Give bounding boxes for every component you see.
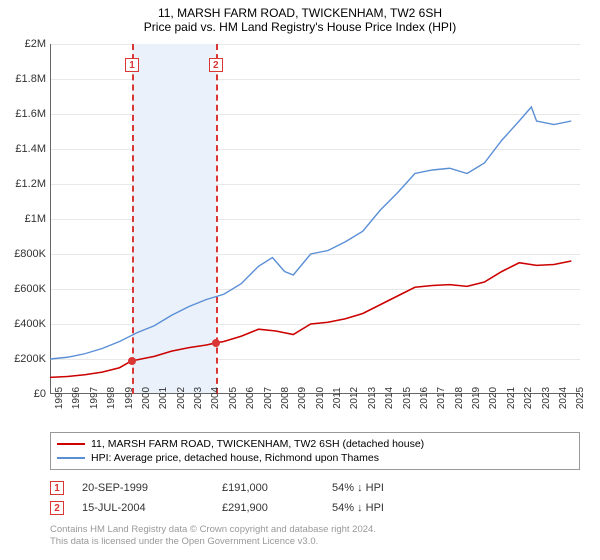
series-lines	[50, 44, 580, 394]
event-relative: 54% ↓ HPI	[332, 502, 452, 514]
footer-line-1: Contains HM Land Registry data © Crown c…	[50, 524, 580, 536]
event-date: 15-JUL-2004	[82, 502, 222, 514]
x-tick-label: 2004	[210, 387, 221, 409]
x-tick-label: 2014	[384, 387, 395, 409]
x-tick-label: 1999	[124, 387, 135, 409]
y-tick-label: £800K	[2, 248, 46, 260]
x-tick-label: 2016	[419, 387, 430, 409]
x-tick-label: 2019	[471, 387, 482, 409]
event-price: £291,900	[222, 502, 332, 514]
series-hpi	[50, 107, 571, 359]
x-tick-label: 2002	[176, 387, 187, 409]
x-tick-label: 1998	[106, 387, 117, 409]
x-tick-label: 2012	[349, 387, 360, 409]
legend-swatch	[57, 457, 85, 459]
x-tick-label: 1996	[71, 387, 82, 409]
marker-label: 2	[209, 58, 223, 72]
x-tick-label: 2005	[228, 387, 239, 409]
x-tick-label: 2003	[193, 387, 204, 409]
event-marker: 2	[50, 501, 64, 515]
marker-dot	[128, 357, 136, 365]
legend-row: 11, MARSH FARM ROAD, TWICKENHAM, TW2 6SH…	[57, 437, 573, 451]
marker-dot	[212, 339, 220, 347]
y-tick-label: £1.8M	[2, 73, 46, 85]
event-price: £191,000	[222, 482, 332, 494]
x-tick-label: 2020	[488, 387, 499, 409]
x-tick-label: 2010	[315, 387, 326, 409]
x-tick-label: 2011	[332, 387, 343, 409]
legend-swatch	[57, 443, 85, 445]
chart-title: 11, MARSH FARM ROAD, TWICKENHAM, TW2 6SH	[0, 0, 600, 20]
x-tick-label: 2022	[523, 387, 534, 409]
y-tick-label: £2M	[2, 38, 46, 50]
event-relative: 54% ↓ HPI	[332, 482, 452, 494]
x-tick-label: 2025	[575, 387, 586, 409]
y-tick-label: £1.4M	[2, 143, 46, 155]
y-tick-label: £1.2M	[2, 178, 46, 190]
sale-events: 1 20-SEP-1999£191,00054% ↓ HPI 2 15-JUL-200…	[50, 478, 580, 518]
legend: 11, MARSH FARM ROAD, TWICKENHAM, TW2 6SH…	[50, 432, 580, 470]
event-marker: 1	[50, 481, 64, 495]
x-tick-label: 2007	[263, 387, 274, 409]
x-tick-label: 2018	[454, 387, 465, 409]
chart-subtitle: Price paid vs. HM Land Registry's House …	[0, 20, 600, 38]
x-tick-label: 2023	[541, 387, 552, 409]
x-tick-label: 2017	[436, 387, 447, 409]
y-tick-label: £200K	[2, 353, 46, 365]
x-tick-label: 2000	[141, 387, 152, 409]
x-tick-label: 2006	[245, 387, 256, 409]
y-tick-label: £1.6M	[2, 108, 46, 120]
marker-label: 1	[125, 58, 139, 72]
y-tick-label: £600K	[2, 283, 46, 295]
x-tick-label: 2009	[297, 387, 308, 409]
event-row: 1 20-SEP-1999£191,00054% ↓ HPI	[50, 478, 580, 498]
x-tick-label: 2021	[506, 387, 517, 409]
y-tick-label: £400K	[2, 318, 46, 330]
y-tick-label: £0	[2, 388, 46, 400]
legend-label: 11, MARSH FARM ROAD, TWICKENHAM, TW2 6SH…	[91, 438, 424, 450]
x-tick-label: 2013	[367, 387, 378, 409]
x-tick-label: 1995	[54, 387, 65, 409]
x-tick-label: 2001	[158, 387, 169, 409]
footer-line-2: This data is licensed under the Open Gov…	[50, 536, 580, 548]
footer-attribution: Contains HM Land Registry data © Crown c…	[50, 524, 580, 549]
x-tick-label: 2008	[280, 387, 291, 409]
y-tick-label: £1M	[2, 213, 46, 225]
chart-container: 11, MARSH FARM ROAD, TWICKENHAM, TW2 6SH…	[0, 0, 600, 560]
x-tick-label: 2015	[402, 387, 413, 409]
x-tick-label: 2024	[558, 387, 569, 409]
legend-label: HPI: Average price, detached house, Rich…	[91, 452, 379, 464]
x-tick-label: 1997	[89, 387, 100, 409]
event-date: 20-SEP-1999	[82, 482, 222, 494]
event-row: 2 15-JUL-2004£291,90054% ↓ HPI	[50, 498, 580, 518]
legend-row: HPI: Average price, detached house, Rich…	[57, 451, 573, 465]
